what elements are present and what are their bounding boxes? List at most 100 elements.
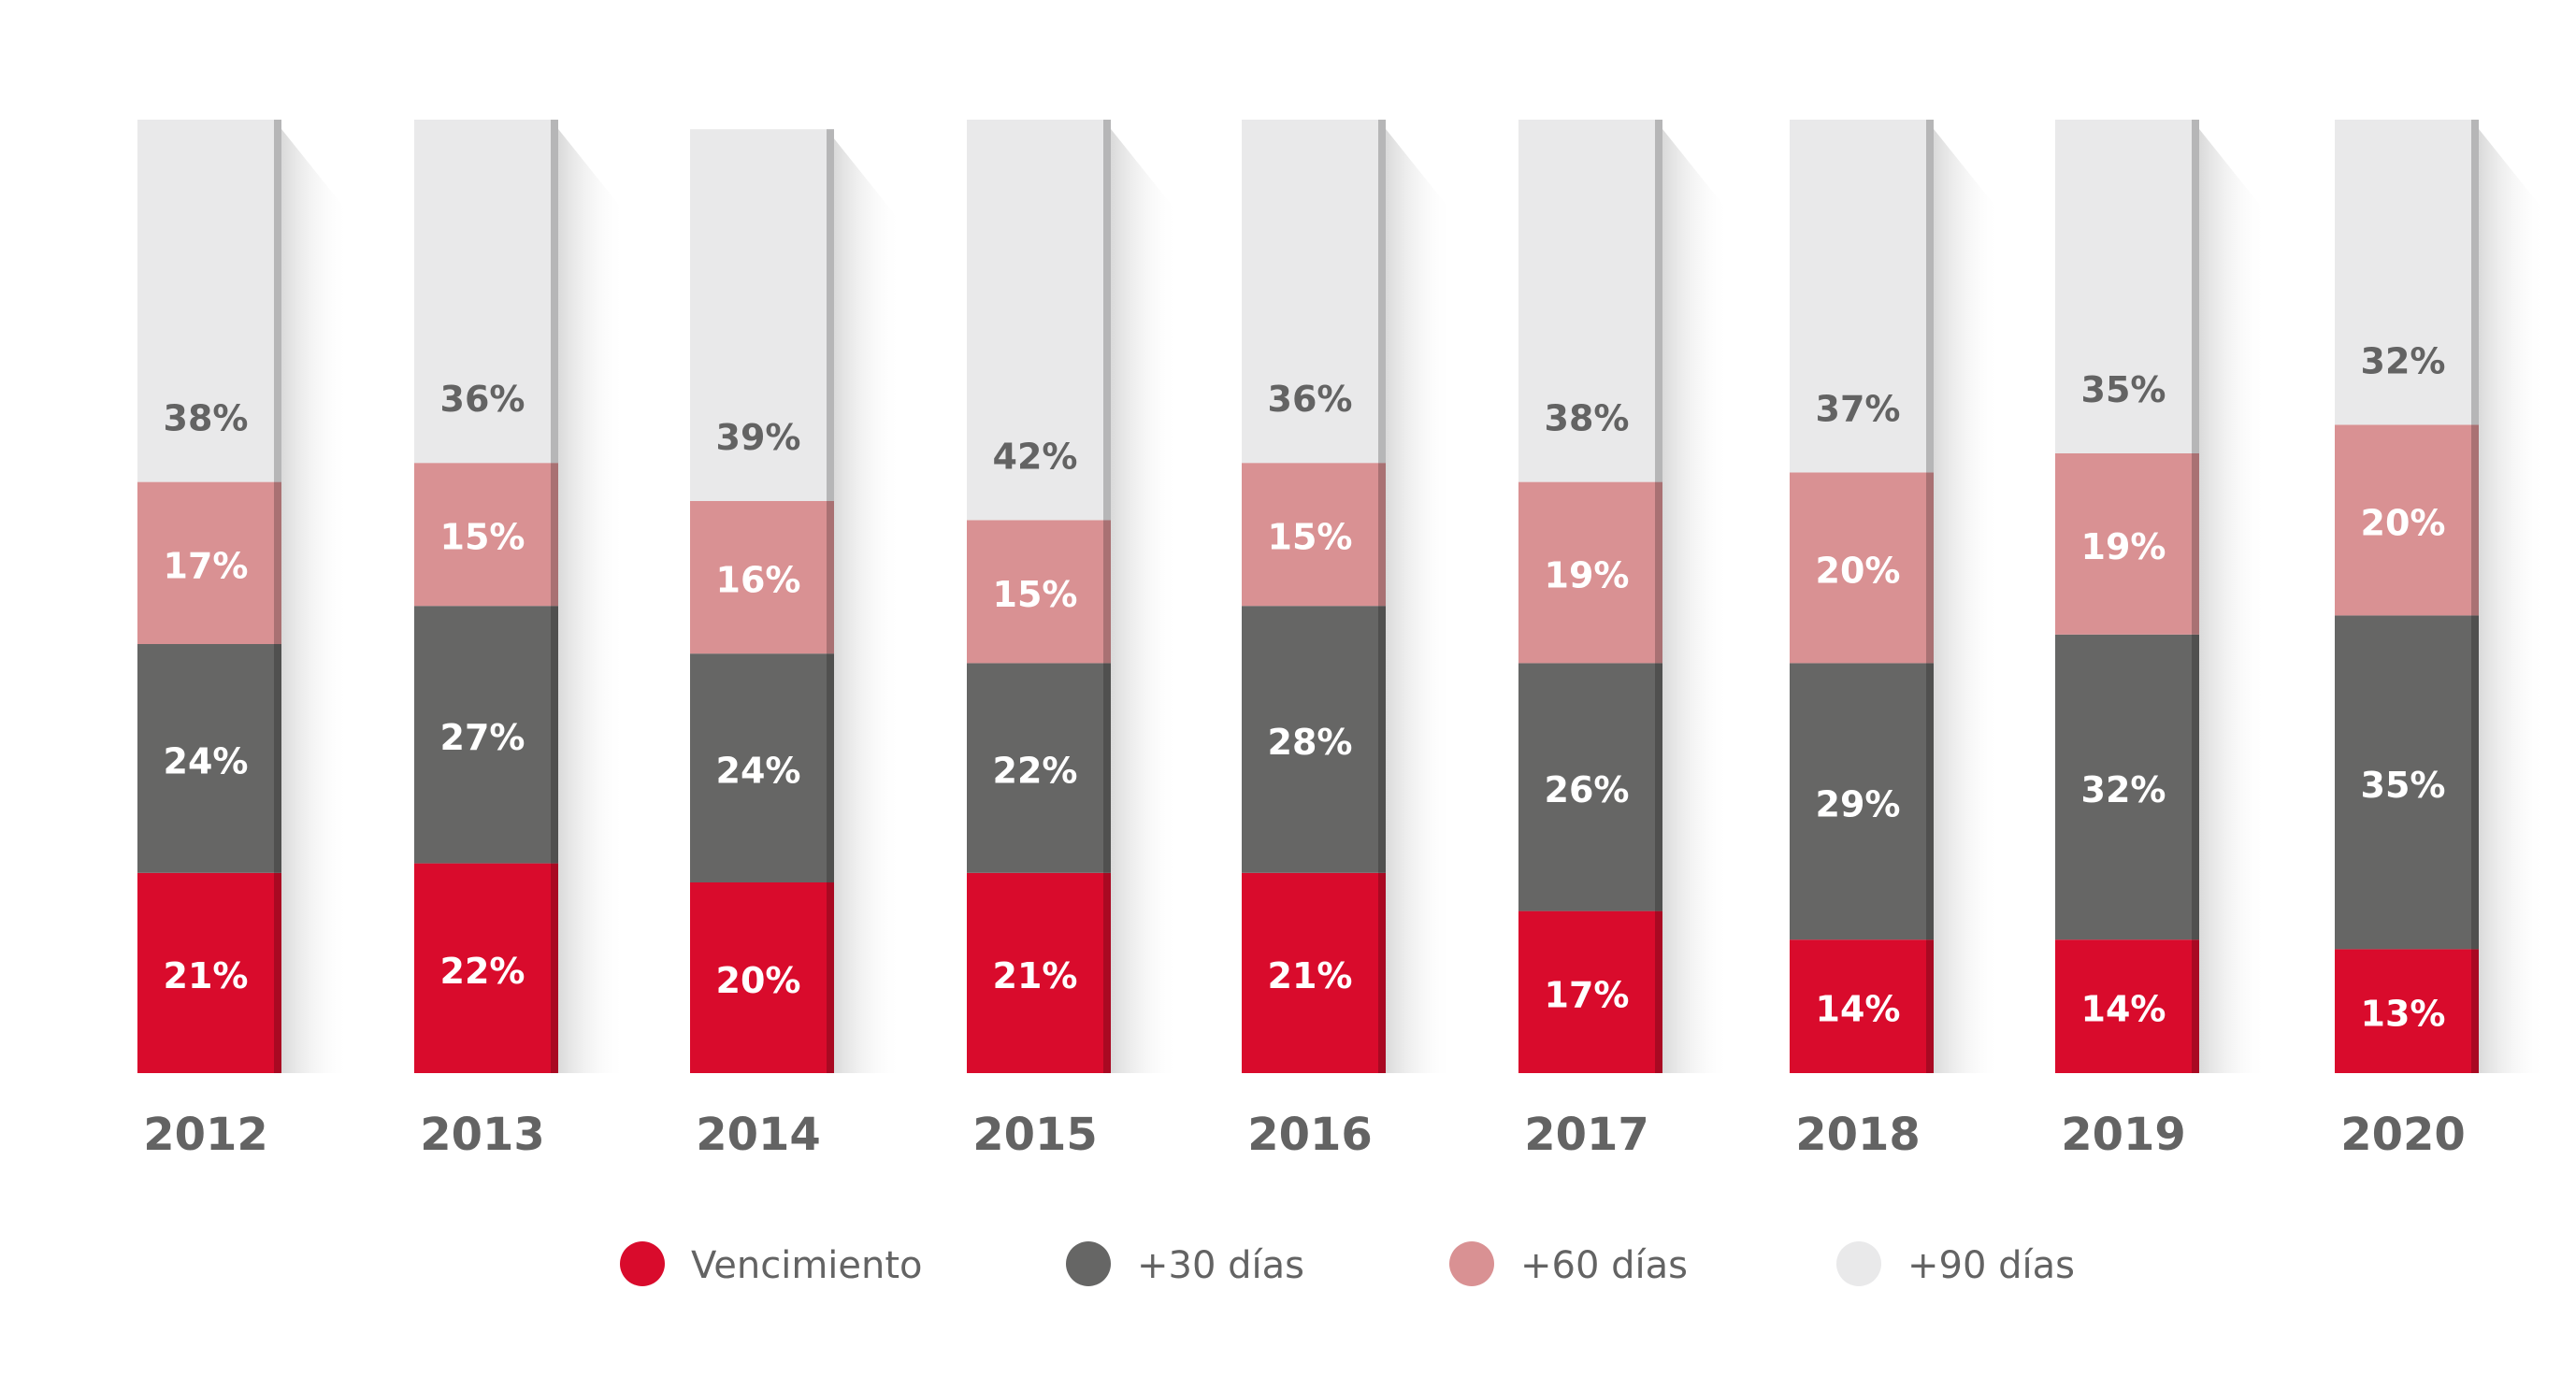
bar-segment [414, 863, 551, 1073]
bar-segment-side [551, 606, 558, 864]
bar-segment-side [2471, 120, 2479, 425]
bar-segment-side [1926, 472, 1934, 664]
data-label: 14% [2081, 989, 2166, 1030]
bar-segment-side [2192, 120, 2199, 453]
bar-segment-side [274, 481, 281, 644]
bar-segment-side [1655, 910, 1662, 1073]
bar-segment-side [1103, 872, 1111, 1073]
bar-segment [2335, 615, 2471, 950]
x-tick-label: 2019 [2061, 1109, 2186, 1161]
bar-segment [1242, 463, 1378, 607]
data-label: 35% [2361, 765, 2446, 806]
bar-shadow [2192, 120, 2267, 1073]
data-label: 36% [1268, 379, 1353, 420]
bar-segment [967, 872, 1103, 1073]
data-label: 16% [716, 560, 801, 601]
data-label: 32% [2081, 769, 2166, 810]
bar-segment [1518, 120, 1655, 482]
x-tick-label: 2013 [420, 1109, 545, 1161]
bar-shadow [274, 120, 349, 1073]
bar-segment-side [1926, 939, 1934, 1073]
legend-swatch [620, 1241, 665, 1286]
data-label: 21% [993, 955, 1078, 996]
bar-segment [414, 120, 551, 464]
bar-shadow [551, 120, 626, 1073]
bar-segment-side [2192, 939, 2199, 1073]
data-label: 29% [1816, 783, 1901, 824]
data-label: 21% [1268, 955, 1353, 996]
data-label: 17% [164, 545, 249, 586]
x-tick-label: 2012 [143, 1109, 268, 1161]
x-tick-label: 2020 [2340, 1109, 2466, 1161]
bar-segment [2335, 424, 2471, 616]
bar-segment [967, 120, 1103, 521]
data-label: 28% [1268, 722, 1353, 763]
data-label: 20% [716, 960, 801, 1001]
legend-label: Vencimiento [691, 1244, 923, 1287]
bar-segment-side [2471, 424, 2479, 616]
data-label: 15% [440, 517, 525, 558]
bar-segment-side [551, 463, 558, 607]
bar-segment [690, 882, 827, 1073]
segment-labels: 21% 24% 17% 38% 22% 27% 15% 36% 20% 24% 16% 39% 21% 2… [164, 340, 2446, 1034]
data-label: 27% [440, 717, 525, 758]
x-tick-label: 2015 [972, 1109, 1098, 1161]
data-label: 14% [1816, 989, 1901, 1030]
data-label: 24% [164, 740, 249, 781]
bar-segment-side [1926, 663, 1934, 940]
bar-segment-side [551, 863, 558, 1073]
data-label: 20% [1816, 550, 1901, 591]
data-label: 37% [1816, 388, 1901, 429]
bar-segment-side [1378, 872, 1386, 1073]
data-label: 19% [1545, 555, 1630, 596]
bar-segment [690, 129, 827, 501]
bar-segment [2055, 634, 2192, 940]
bar-shadow [1926, 120, 2001, 1073]
data-label: 26% [1545, 769, 1630, 810]
bars [137, 120, 2479, 1073]
bar-segment-side [1378, 120, 1386, 464]
bar-segment [2055, 120, 2192, 453]
bar-segment-side [274, 644, 281, 873]
bar-segment [2055, 453, 2192, 635]
bar-segment-side [2192, 634, 2199, 940]
bar-shadow [1103, 120, 1178, 1073]
data-label: 15% [993, 574, 1078, 615]
bar-segment [690, 501, 827, 654]
legend-label: +90 días [1907, 1244, 2075, 1287]
bar-segment [1518, 663, 1655, 911]
bar-segment [1242, 606, 1378, 873]
legend-label: +30 días [1137, 1244, 1304, 1287]
data-label: 38% [164, 398, 249, 439]
bar-segment-side [827, 653, 834, 882]
bar-segment [414, 606, 551, 864]
data-label: 38% [1545, 398, 1630, 439]
bar-segment [1790, 120, 1926, 473]
bar-segment [690, 653, 827, 882]
data-label: 17% [1545, 974, 1630, 1015]
bar-shadows [274, 120, 2546, 1073]
data-label: 15% [1268, 517, 1353, 558]
bar-segment [967, 663, 1103, 873]
bar-segment [137, 644, 274, 873]
bar-segment-side [2471, 615, 2479, 950]
bar-segment-side [1655, 663, 1662, 911]
data-label: 19% [2081, 526, 2166, 567]
legend: Vencimiento +30 días +60 días +90 días [620, 1241, 2075, 1287]
x-tick-label: 2016 [1247, 1109, 1373, 1161]
data-label: 13% [2361, 994, 2446, 1035]
data-label: 22% [993, 751, 1078, 792]
bar-segment-side [551, 120, 558, 464]
bar-segment-side [827, 129, 834, 501]
legend-swatch [1066, 1241, 1111, 1286]
bar-segment-side [1655, 120, 1662, 482]
data-label: 32% [2361, 340, 2446, 381]
bar-segment [137, 872, 274, 1073]
bar-segment-side [274, 120, 281, 482]
bar-segment [1790, 472, 1926, 664]
bar-segment-side [1378, 463, 1386, 607]
bar-segment [414, 463, 551, 607]
bar-segment-side [1103, 663, 1111, 873]
x-tick-label: 2018 [1795, 1109, 1921, 1161]
data-label: 42% [993, 436, 1078, 477]
